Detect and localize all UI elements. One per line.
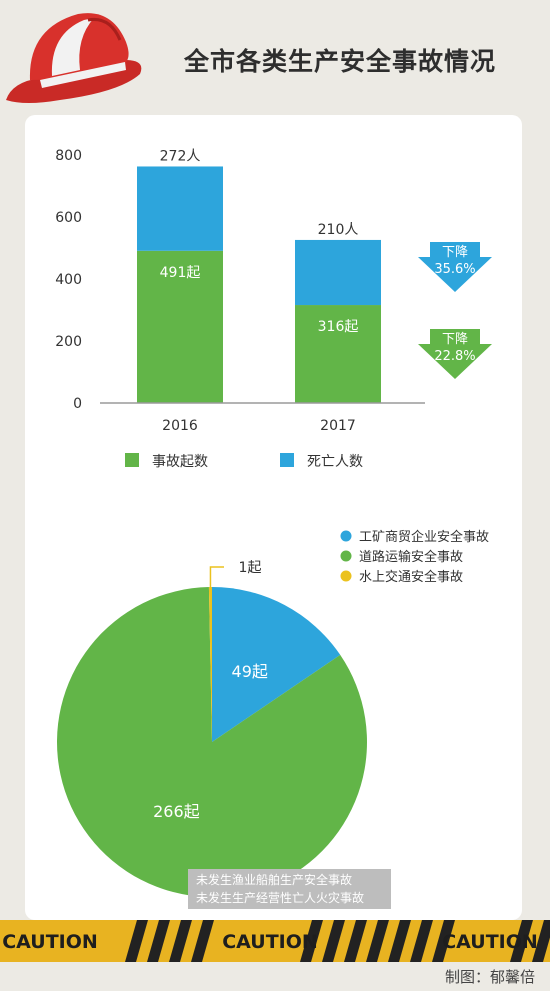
decline-arrow-icon (418, 329, 492, 379)
legend-swatch (280, 453, 294, 467)
legend-label: 工矿商贸企业安全事故 (359, 529, 489, 545)
legend-dot (340, 550, 352, 562)
caution-tape: CAUTION CAUTION CAUTION (0, 920, 550, 962)
caution-label: CAUTION (2, 931, 98, 953)
notes-box (188, 869, 391, 909)
tape-stripe (344, 920, 367, 962)
leader-line (209, 566, 224, 588)
pie-label: 266起 (153, 802, 200, 821)
tape-stripe (322, 920, 345, 962)
pie-slice (57, 587, 367, 898)
tape-stripe (388, 920, 411, 962)
pie-chart: 49起 266起 1起 工矿商贸企业安全事故道路运输安全事故水上交通安全事故未发生渔业… (57, 529, 489, 909)
hard-hat-icon (6, 13, 142, 103)
tape-stripe (510, 920, 533, 962)
bar-segment (295, 305, 381, 403)
tape-stripe (125, 920, 148, 962)
credit-label: 制图：郁馨倍 (444, 968, 535, 986)
charts-svg: 0 200 400 600 800 491起 272人 2016 316起 210人 2017 下降 3… (55, 148, 492, 909)
tape-stripe (410, 920, 433, 962)
y-tick-label: 200 (55, 334, 82, 350)
y-tick-label: 600 (55, 210, 82, 226)
legend-dot (340, 530, 352, 542)
tape-stripe (169, 920, 192, 962)
bar-data-label: 491起 (160, 265, 201, 281)
legend-label: 水上交通安全事故 (359, 569, 463, 585)
pie-label: 1起 (239, 560, 262, 576)
bar-data-label: 272人 (160, 148, 201, 164)
tape-stripe (147, 920, 170, 962)
x-tick-label: 2017 (320, 418, 356, 434)
tape-stripe (432, 920, 455, 962)
tape-stripe (300, 920, 323, 962)
arrow-label: 下降 (442, 245, 468, 260)
bar-data-label: 316起 (318, 319, 359, 335)
bar-segment (295, 239, 381, 306)
note-text: 未发生生产经营性亡人火灾事故 (196, 890, 364, 905)
legend-label: 事故起数 (152, 454, 208, 470)
bar-segment (137, 166, 223, 251)
pie-label: 49起 (232, 662, 268, 681)
legend-dot (340, 570, 352, 582)
caution-stripes: CAUTION CAUTION CAUTION (2, 920, 550, 962)
page-title: 全市各类生产安全事故情况 (183, 47, 496, 76)
note-text: 未发生渔业船舶生产安全事故 (196, 872, 352, 887)
arrow-label: 下降 (442, 332, 468, 347)
y-tick-label: 0 (73, 396, 82, 412)
caution-label: CAUTION (442, 931, 538, 953)
bar-chart: 0 200 400 600 800 491起 272人 2016 316起 210人 2017 下降 3… (55, 148, 492, 470)
y-tick-label: 400 (55, 272, 82, 288)
tape-stripe (366, 920, 389, 962)
arrow-value: 35.6% (434, 262, 475, 277)
legend-label: 道路运输安全事故 (359, 549, 463, 565)
tape-stripe (532, 920, 550, 962)
legend-label: 死亡人数 (307, 454, 363, 470)
x-tick-label: 2016 (162, 418, 198, 434)
pie-slice (212, 587, 341, 742)
pie-slice (208, 587, 212, 742)
decline-arrow-icon (418, 242, 492, 292)
bar-segment (137, 250, 223, 403)
caution-label: CAUTION (222, 931, 318, 953)
tape-stripe (191, 920, 214, 962)
legend-swatch (125, 453, 139, 467)
chart-card: 0 200 400 600 800 491起 272人 2016 316起 210人 2017 下降 3… (25, 115, 522, 920)
bar-data-label: 210人 (318, 222, 359, 238)
y-tick-label: 800 (55, 148, 82, 164)
arrow-value: 22.8% (434, 349, 475, 364)
